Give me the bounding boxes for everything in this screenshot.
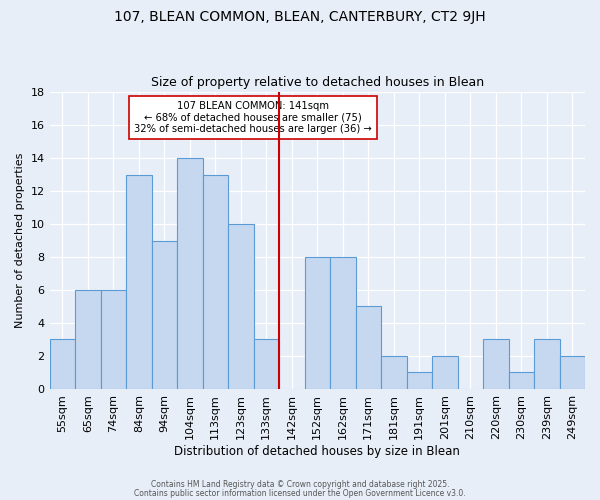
Bar [560, 356, 585, 389]
X-axis label: Distribution of detached houses by size in Blean: Distribution of detached houses by size … [175, 444, 460, 458]
Bar [101, 290, 126, 389]
Bar [126, 174, 152, 389]
Bar [50, 340, 75, 389]
Text: 107 BLEAN COMMON: 141sqm
← 68% of detached houses are smaller (75)
32% of semi-d: 107 BLEAN COMMON: 141sqm ← 68% of detach… [134, 101, 372, 134]
Bar [152, 240, 177, 389]
Bar [203, 174, 228, 389]
Bar [407, 372, 432, 389]
Text: Contains HM Land Registry data © Crown copyright and database right 2025.: Contains HM Land Registry data © Crown c… [151, 480, 449, 489]
Bar [75, 290, 101, 389]
Bar [534, 340, 560, 389]
Y-axis label: Number of detached properties: Number of detached properties [15, 153, 25, 328]
Bar [254, 340, 279, 389]
Bar [177, 158, 203, 389]
Bar [228, 224, 254, 389]
Bar [305, 257, 330, 389]
Bar [381, 356, 407, 389]
Text: Contains public sector information licensed under the Open Government Licence v3: Contains public sector information licen… [134, 488, 466, 498]
Bar [356, 306, 381, 389]
Bar [330, 257, 356, 389]
Bar [509, 372, 534, 389]
Title: Size of property relative to detached houses in Blean: Size of property relative to detached ho… [151, 76, 484, 90]
Bar [432, 356, 458, 389]
Bar [483, 340, 509, 389]
Text: 107, BLEAN COMMON, BLEAN, CANTERBURY, CT2 9JH: 107, BLEAN COMMON, BLEAN, CANTERBURY, CT… [114, 10, 486, 24]
